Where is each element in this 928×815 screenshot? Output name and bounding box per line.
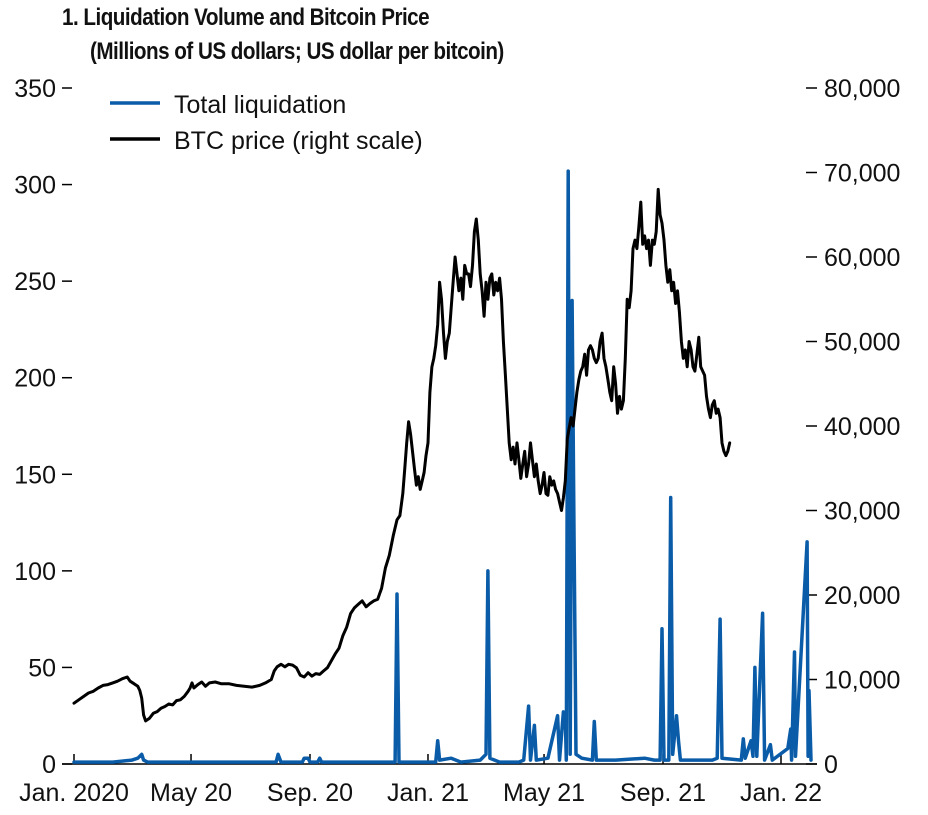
chart-title: 1. Liquidation Volume and Bitcoin Price xyxy=(62,4,430,31)
right-tick-label: 80,000 xyxy=(824,75,900,103)
x-tick-label: Jan. 22 xyxy=(740,779,822,807)
right-y-axis: 0 10,000 20,000 30,000 40,000 50,000 60,000 70,… xyxy=(806,75,900,779)
left-tick-label: 100 xyxy=(14,558,56,586)
x-axis: Jan. 2020 May 20 Sep. 20 Jan. 21 May 21 Sep. … xyxy=(19,754,822,807)
legend-label-btc-price: BTC price (right scale) xyxy=(174,127,423,155)
x-tick-label: Jan. 21 xyxy=(387,779,469,807)
x-tick-label: May 20 xyxy=(150,779,232,807)
x-tick-label: May 21 xyxy=(503,779,585,807)
left-tick-label: 50 xyxy=(28,654,56,682)
right-tick-label: 50,000 xyxy=(824,329,900,357)
left-tick-label: 250 xyxy=(14,268,56,296)
x-tick-label: Sep. 21 xyxy=(620,779,706,807)
right-tick-label: 40,000 xyxy=(824,413,900,441)
right-tick-label: 20,000 xyxy=(824,582,900,610)
right-tick-label: 60,000 xyxy=(824,244,900,272)
btc-price-line xyxy=(72,187,732,723)
legend: Total liquidation BTC price (right scale… xyxy=(110,91,423,155)
legend-label-total-liquidation: Total liquidation xyxy=(174,91,346,119)
x-tick-label: Jan. 2020 xyxy=(19,779,129,807)
left-tick-label: 200 xyxy=(14,365,56,393)
right-tick-label: 0 xyxy=(824,751,838,779)
left-y-axis: 0 50 100 150 200 250 300 350 xyxy=(14,75,72,779)
right-tick-label: 30,000 xyxy=(824,498,900,526)
x-tick-label: Sep. 20 xyxy=(267,779,353,807)
total-liquidation-line xyxy=(72,169,813,764)
left-tick-label: 350 xyxy=(14,75,56,103)
left-tick-label: 300 xyxy=(14,172,56,200)
left-tick-label: 0 xyxy=(42,751,56,779)
chart-subtitle: (Millions of US dollars; US dollar per b… xyxy=(90,38,504,65)
right-tick-label: 10,000 xyxy=(824,667,900,695)
left-tick-label: 150 xyxy=(14,461,56,489)
right-tick-label: 70,000 xyxy=(824,160,900,188)
plot-area xyxy=(72,169,813,764)
